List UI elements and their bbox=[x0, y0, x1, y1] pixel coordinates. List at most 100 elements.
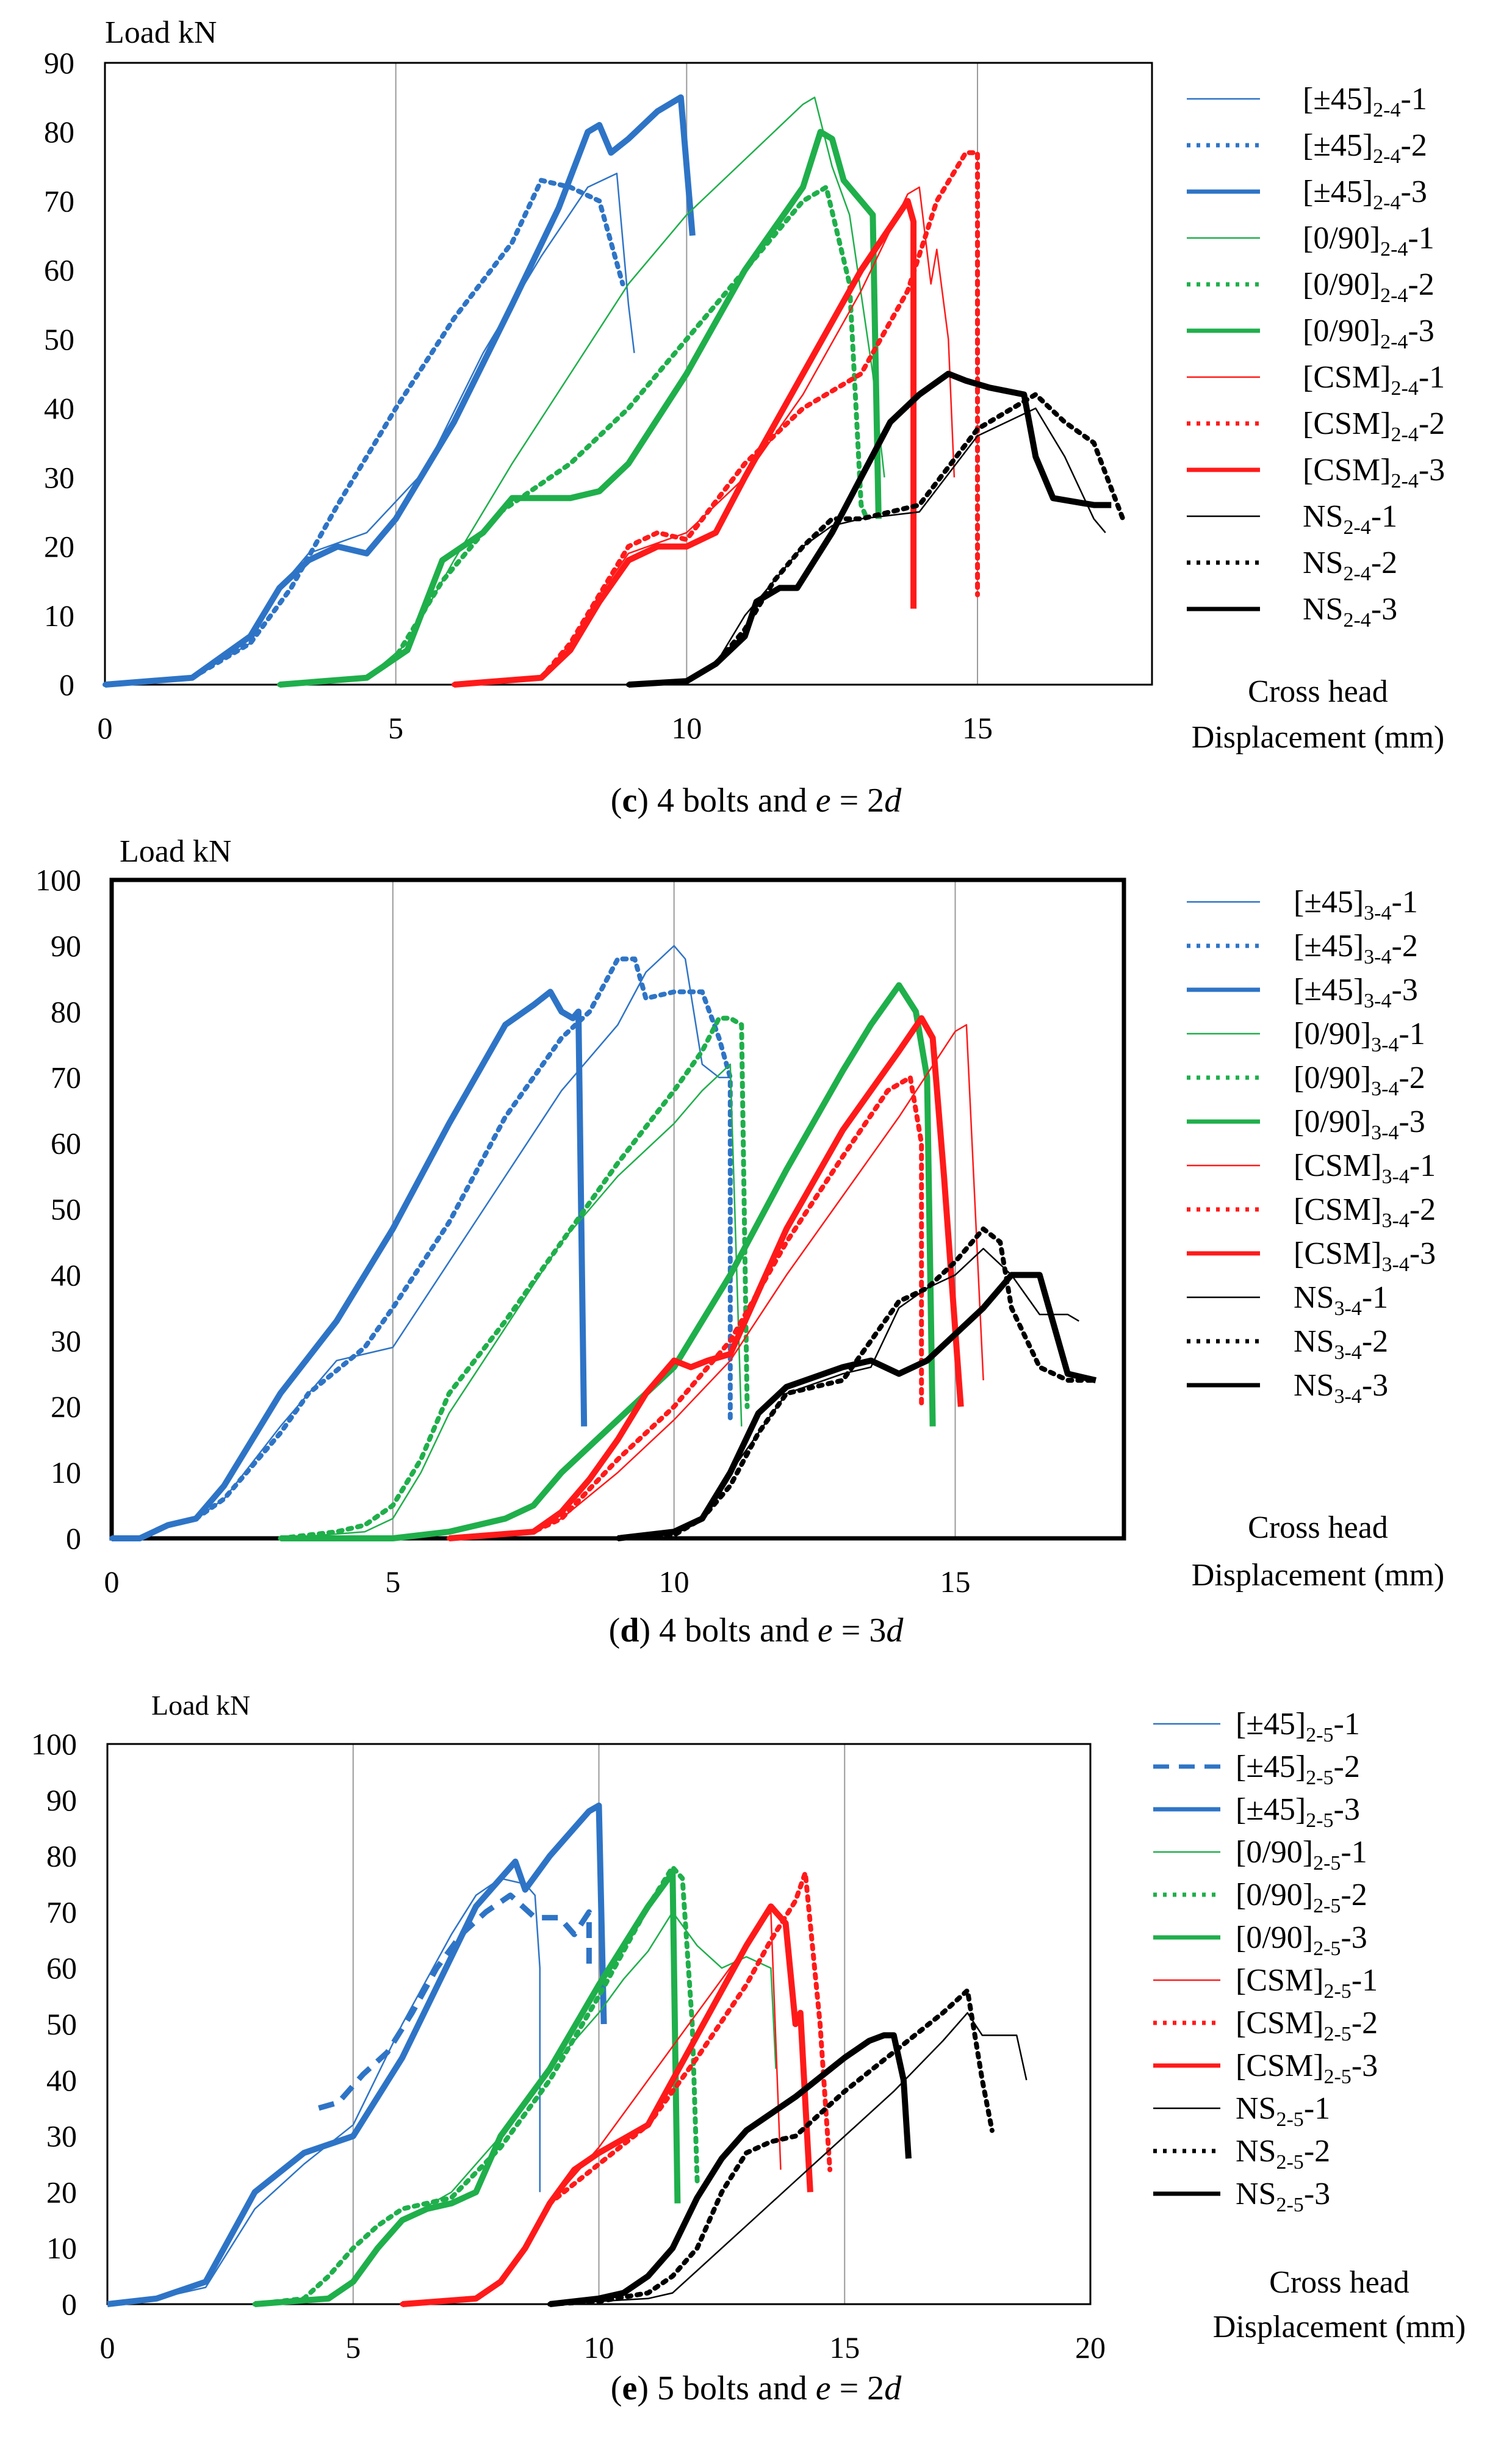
legend: [±45]3-4-1[±45]3-4-2[±45]3-4-3[0/90]3-4-… bbox=[1187, 885, 1436, 1408]
legend-suffix: -2 bbox=[1408, 267, 1434, 302]
legend-suffix: -1 bbox=[1408, 221, 1434, 256]
caption-variable: e bbox=[818, 1612, 833, 1649]
legend-suffix: -2 bbox=[1341, 1878, 1367, 1912]
legend-suffix: -3 bbox=[1304, 2177, 1330, 2211]
x-tick-label: 0 bbox=[98, 711, 113, 745]
legend-name: NS bbox=[1303, 499, 1343, 534]
legend-label: [±45]2-4-3 bbox=[1303, 175, 1427, 214]
legend-label: [±45]2-5-3 bbox=[1236, 1792, 1360, 1832]
series-line-c-6 bbox=[279, 129, 882, 688]
legend-label: [0/90]3-4-2 bbox=[1294, 1061, 1425, 1100]
series-line-c-1 bbox=[104, 172, 635, 686]
y-tick-label: 20 bbox=[46, 2175, 77, 2209]
series-line-e-12 bbox=[549, 2032, 912, 2307]
caption-d: d bbox=[886, 1612, 904, 1649]
y-tick-label: 70 bbox=[51, 1061, 81, 1095]
caption-equals: = 2 bbox=[831, 782, 885, 820]
series-line-d-12 bbox=[617, 1272, 1097, 1541]
legend-subscript: 2-5 bbox=[1323, 2023, 1351, 2045]
legend-name: [±45] bbox=[1236, 1792, 1306, 1827]
series-line-e-3 bbox=[107, 1803, 607, 2307]
legend-label: [CSM]2-5-3 bbox=[1236, 2048, 1378, 2088]
legend-name: NS bbox=[1303, 592, 1343, 627]
chart-c: 0 10 20 30 40 50 60 70 80 90 0 5 10 15 Load kN Cross he… bbox=[44, 15, 1445, 820]
legend-name: [0/90] bbox=[1303, 314, 1380, 348]
chart-d: 0 10 20 30 40 50 60 70 80 90 100 0 5 10 15 Load kN Cross… bbox=[35, 834, 1444, 1649]
y-tick-label: 100 bbox=[31, 1727, 77, 1761]
legend-subscript: 2-5 bbox=[1276, 2108, 1303, 2131]
legend-name: [0/90] bbox=[1303, 267, 1380, 302]
legend-label: [CSM]2-5-1 bbox=[1236, 1963, 1378, 2003]
caption-paren-close: ) bbox=[637, 2369, 649, 2407]
legend-subscript: 3-4 bbox=[1381, 1209, 1409, 1232]
legend-subscript: 2-5 bbox=[1306, 1809, 1333, 1832]
legend-label: [CSM]2-4-3 bbox=[1303, 453, 1445, 492]
legend: [±45]2-5-1[±45]2-5-2[±45]2-5-3[0/90]2-5-… bbox=[1153, 1707, 1378, 2216]
legend-label: [±45]2-4-2 bbox=[1303, 128, 1427, 168]
legend-subscript: 3-4 bbox=[1364, 946, 1391, 968]
legend-suffix: -3 bbox=[1419, 453, 1445, 488]
legend-subscript: 2-4 bbox=[1380, 284, 1408, 307]
series-line-d-2 bbox=[109, 956, 733, 1541]
series-line-e-8 bbox=[400, 1870, 833, 2307]
legend-name: [±45] bbox=[1303, 82, 1373, 117]
legend-label: NS2-4-3 bbox=[1303, 592, 1397, 632]
x-tick-label: 10 bbox=[659, 1565, 689, 1599]
series-line-d-5 bbox=[278, 1015, 750, 1541]
legend-subscript: 2-4 bbox=[1373, 99, 1400, 121]
series-line-d-7 bbox=[448, 1024, 984, 1540]
legend-suffix: -2 bbox=[1409, 1192, 1436, 1227]
legend-label: [CSM]2-5-2 bbox=[1236, 2006, 1378, 2045]
y-tick-label: 70 bbox=[44, 184, 74, 218]
legend-name: [0/90] bbox=[1294, 1104, 1371, 1139]
legend-suffix: -3 bbox=[1352, 2048, 1378, 2083]
legend-name: [0/90] bbox=[1294, 1017, 1371, 1051]
series-line-d-11 bbox=[615, 1226, 1098, 1541]
legend-suffix: -2 bbox=[1399, 1061, 1425, 1095]
figure-caption: (c) 4 bolts and e = 2d bbox=[611, 782, 902, 820]
legend-suffix: -1 bbox=[1371, 499, 1397, 534]
legend-label: NS2-5-3 bbox=[1236, 2177, 1330, 2216]
legend-label: [±45]3-4-3 bbox=[1294, 973, 1418, 1012]
caption-letter: c bbox=[622, 782, 637, 820]
caption-paren-close: ) bbox=[637, 782, 649, 820]
y-tick-label: 10 bbox=[46, 2231, 77, 2265]
figure-caption: (d) 4 bolts and e = 3d bbox=[609, 1612, 904, 1649]
legend-label: [CSM]3-4-2 bbox=[1294, 1192, 1436, 1232]
legend-name: [0/90] bbox=[1236, 1920, 1313, 1955]
legend-subscript: 2-4 bbox=[1373, 192, 1400, 214]
caption-paren-open: ( bbox=[611, 782, 622, 820]
legend-subscript: 2-4 bbox=[1343, 609, 1370, 632]
legend-name: [±45] bbox=[1294, 885, 1364, 920]
legend-label: [0/90]2-4-3 bbox=[1303, 314, 1435, 353]
legend-name: [CSM] bbox=[1236, 2006, 1323, 2041]
caption-text: 4 bolts and bbox=[649, 782, 816, 820]
legend-name: NS bbox=[1236, 2091, 1276, 2126]
y-tick-label: 30 bbox=[51, 1324, 81, 1358]
caption-variable: e bbox=[816, 782, 831, 820]
legend-suffix: -2 bbox=[1401, 128, 1427, 163]
legend-suffix: -1 bbox=[1399, 1017, 1425, 1051]
y-tick-label: 0 bbox=[62, 2287, 77, 2321]
legend-subscript: 2-5 bbox=[1323, 2066, 1351, 2088]
legend-suffix: -2 bbox=[1362, 1324, 1388, 1359]
y-tick-label: 50 bbox=[46, 2007, 77, 2041]
legend-name: [±45] bbox=[1303, 128, 1373, 163]
legend-name: [±45] bbox=[1236, 1749, 1306, 1784]
legend-subscript: 3-4 bbox=[1334, 1297, 1361, 1320]
y-axis-title: Load kN bbox=[151, 1690, 250, 1721]
caption-d: d bbox=[884, 782, 902, 820]
legend-label: NS3-4-3 bbox=[1294, 1368, 1388, 1408]
y-tick-label: 0 bbox=[66, 1521, 81, 1555]
series-line-d-8 bbox=[447, 1075, 924, 1541]
legend-label: [±45]2-5-2 bbox=[1236, 1749, 1360, 1789]
legend-name: [±45] bbox=[1303, 175, 1373, 209]
legend-suffix: -3 bbox=[1334, 1792, 1360, 1827]
legend-name: [CSM] bbox=[1303, 453, 1391, 488]
legend-subscript: 2-4 bbox=[1391, 377, 1418, 400]
legend-suffix: -1 bbox=[1352, 1963, 1378, 1998]
legend-label: NS2-5-1 bbox=[1236, 2091, 1330, 2131]
legend-name: [CSM] bbox=[1294, 1236, 1381, 1271]
series-line-c-9 bbox=[453, 198, 917, 688]
